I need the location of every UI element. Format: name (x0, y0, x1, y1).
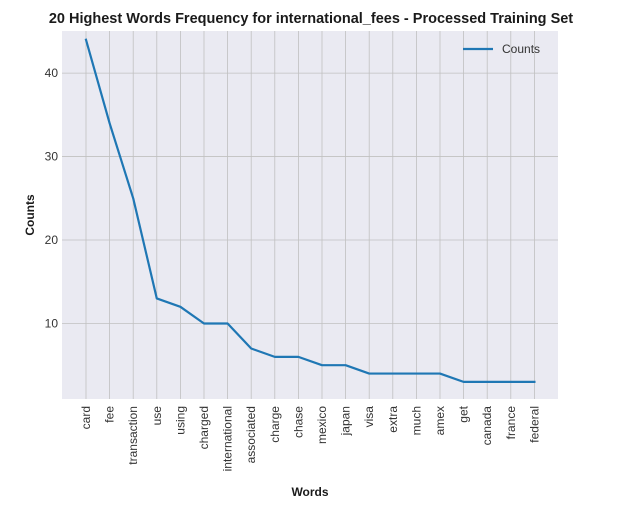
plot-area (62, 31, 558, 399)
x-tick-label: amex (433, 406, 447, 435)
x-tick-label: japan (339, 406, 353, 436)
x-tick-label: get (457, 405, 471, 422)
x-tick-label: international (221, 406, 235, 471)
grid-lines (62, 31, 558, 399)
legend: Counts (463, 42, 540, 56)
x-tick-label: charge (268, 406, 282, 443)
x-tick-label: fee (103, 406, 117, 423)
legend-label: Counts (502, 42, 540, 56)
y-tick-label: 40 (45, 66, 59, 80)
y-tick-label: 20 (45, 233, 59, 247)
x-tick-label: extra (386, 406, 400, 433)
x-tick-label: using (173, 406, 187, 435)
x-tick-label: visa (362, 406, 376, 428)
series-layer (84, 38, 536, 383)
y-axis-label: Counts (23, 194, 37, 236)
x-tick-label: canada (480, 406, 494, 446)
x-tick-label: much (409, 406, 423, 435)
x-axis-ticks: card fee transaction use using charged interna… (79, 405, 541, 471)
y-axis-ticks: 10 20 30 40 (45, 66, 59, 330)
x-tick-label: transaction (126, 406, 140, 465)
x-axis-label: Words (291, 485, 328, 499)
x-tick-label: france (504, 406, 518, 440)
y-tick-label: 30 (45, 150, 59, 164)
x-tick-label: charged (197, 406, 211, 449)
x-tick-label: associated (244, 406, 258, 463)
x-tick-label: card (79, 406, 93, 429)
series-line (84, 38, 536, 383)
x-tick-label: use (150, 406, 164, 426)
y-tick-label: 10 (45, 316, 59, 330)
chart-title: 20 Highest Words Frequency for internati… (49, 11, 573, 27)
x-tick-label: federal (527, 406, 541, 443)
x-tick-label: mexico (315, 406, 329, 444)
x-tick-label: chase (291, 406, 305, 438)
